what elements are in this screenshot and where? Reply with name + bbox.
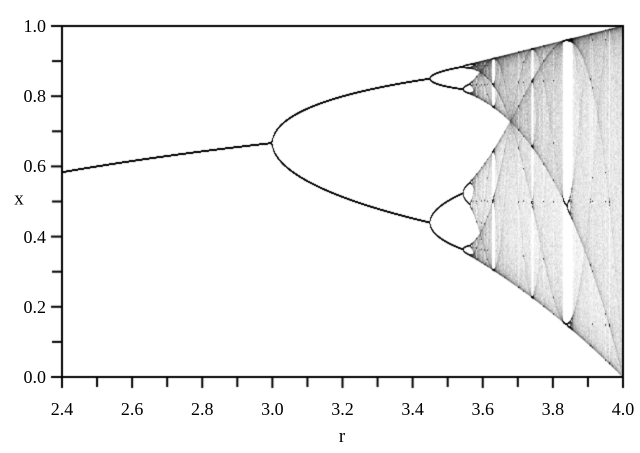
x-axis-label: r <box>338 426 346 447</box>
y-axis-label: x <box>14 188 24 210</box>
